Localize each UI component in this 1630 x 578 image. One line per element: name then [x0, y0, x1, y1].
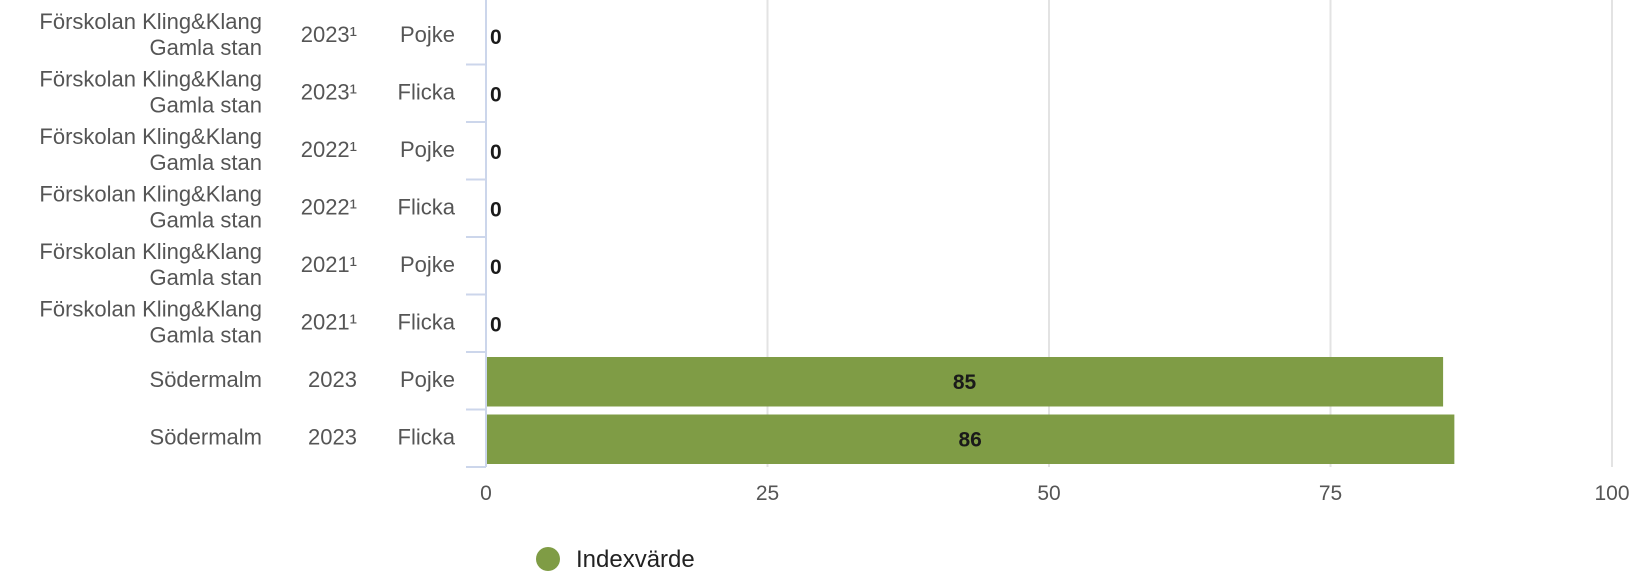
value-axis-ticks: 0 25 50 75 100: [480, 482, 1629, 505]
legend[interactable]: Indexvärde: [536, 546, 695, 573]
category-label-area: Förskolan Kling&Klang Gamla stan: [39, 66, 262, 117]
data-label: 0: [490, 198, 502, 221]
data-label: 0: [490, 141, 502, 164]
category-label-area: Södermalm: [150, 367, 262, 392]
category-label-year: 2022¹: [301, 194, 357, 219]
category-label-gender: Flicka: [398, 309, 456, 334]
x-tick-label: 75: [1319, 482, 1342, 505]
x-tick-label: 50: [1037, 482, 1060, 505]
category-label-area: Förskolan Kling&Klang Gamla stan: [39, 124, 262, 175]
category-labels: 0 Pojke 2023¹ Förskolan Kling&Klang Gamla st…: [39, 9, 981, 452]
category-label-area: Förskolan Kling&Klang Gamla stan: [39, 296, 262, 347]
data-label: 85: [953, 371, 977, 394]
category-label-year: 2022¹: [301, 137, 357, 162]
category-label-year: 2023¹: [301, 22, 357, 47]
data-label: 86: [959, 428, 982, 451]
category-label-gender: Pojke: [400, 252, 455, 277]
category-label-gender: Flicka: [398, 194, 456, 219]
category-label-area: Södermalm: [150, 424, 262, 449]
category-label-year: 2023¹: [301, 79, 357, 104]
category-label-gender: Flicka: [398, 79, 456, 104]
category-label-area: Förskolan Kling&Klang Gamla stan: [39, 9, 262, 60]
category-label-gender: Pojke: [400, 22, 455, 47]
category-label-year: 2023: [308, 424, 357, 449]
bar[interactable]: [487, 357, 1444, 407]
data-label: 0: [490, 26, 502, 49]
category-label-year: 2023: [308, 367, 357, 392]
x-tick-label: 25: [756, 482, 779, 505]
category-axis: [466, 0, 487, 468]
legend-marker[interactable]: [536, 547, 560, 571]
data-label: 0: [490, 313, 502, 336]
legend-label[interactable]: Indexvärde: [576, 546, 695, 573]
category-label-gender: Pojke: [400, 137, 455, 162]
x-tick-label: 0: [480, 482, 492, 505]
bars: [487, 357, 1455, 465]
category-label-area: Förskolan Kling&Klang Gamla stan: [39, 181, 262, 232]
bar[interactable]: [487, 414, 1455, 465]
category-label-year: 2021¹: [301, 309, 357, 334]
category-label-year: 2021¹: [301, 252, 357, 277]
data-label: 0: [490, 256, 502, 279]
category-label-gender: Flicka: [398, 424, 456, 449]
data-label: 0: [490, 83, 502, 106]
category-label-gender: Pojke: [400, 367, 455, 392]
category-label-area: Förskolan Kling&Klang Gamla stan: [39, 239, 262, 290]
x-tick-label: 100: [1594, 482, 1629, 505]
